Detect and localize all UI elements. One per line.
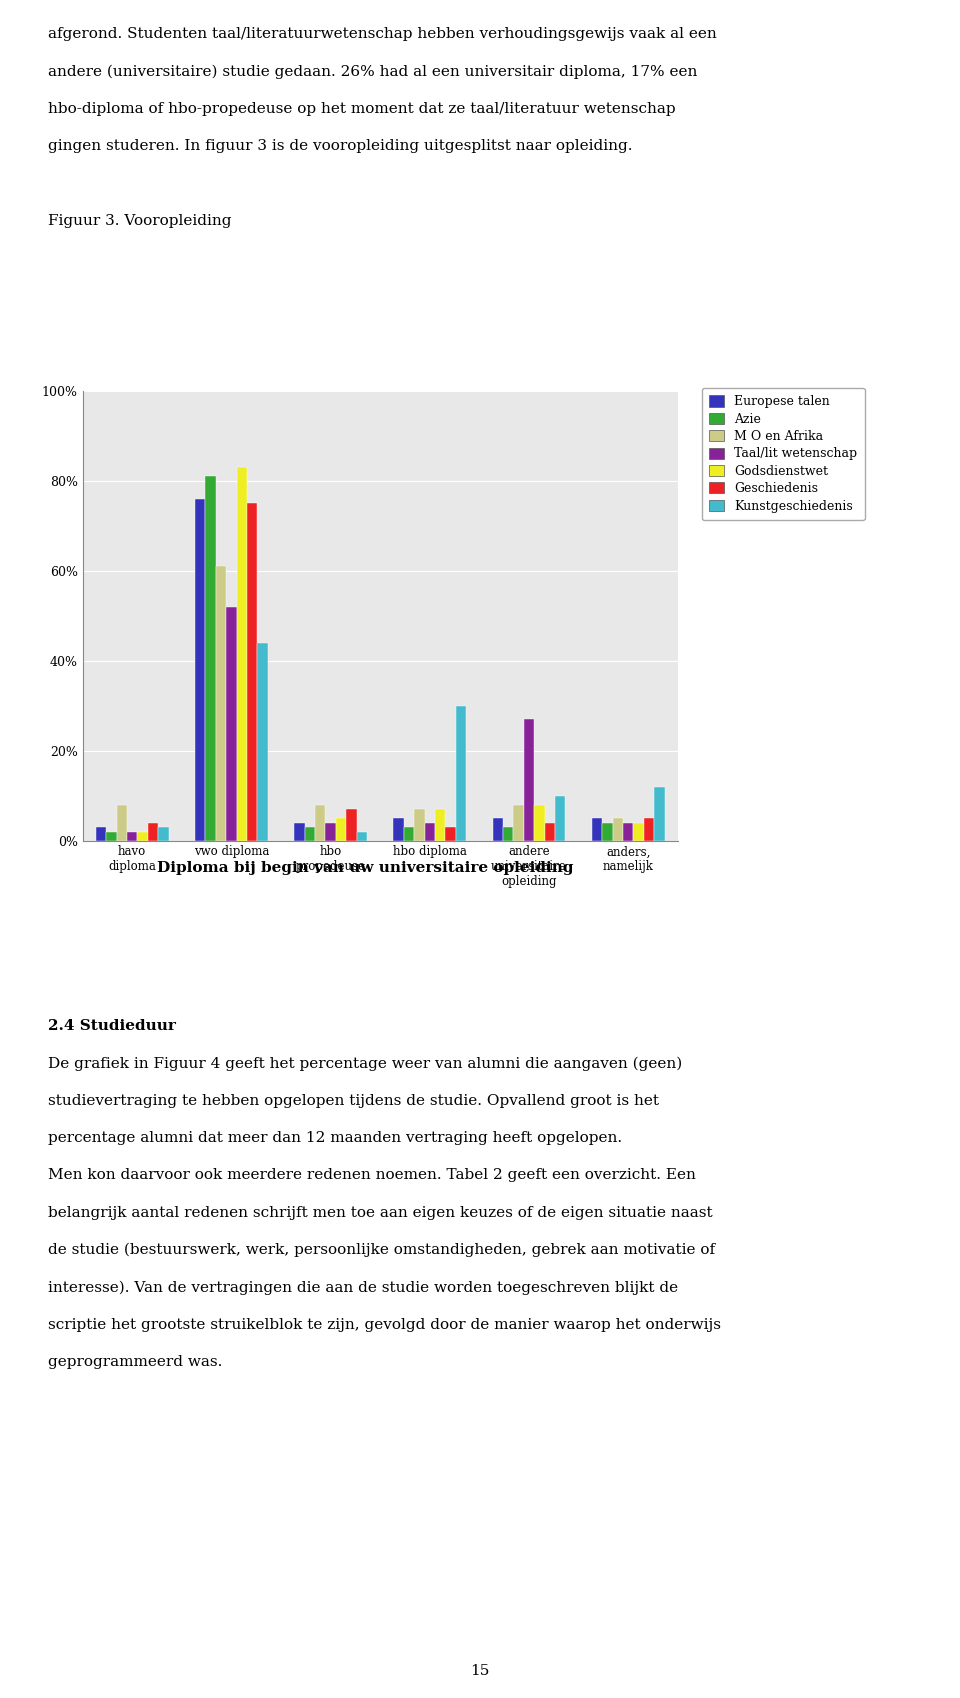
Text: 15: 15 bbox=[470, 1664, 490, 1678]
Bar bbox=[236, 467, 247, 841]
Text: Diploma bij begin van uw universitaire opleiding: Diploma bij begin van uw universitaire o… bbox=[156, 861, 573, 874]
Bar bbox=[534, 805, 544, 841]
Text: Men kon daarvoor ook meerdere redenen noemen. Tabel 2 geeft een overzicht. Een: Men kon daarvoor ook meerdere redenen no… bbox=[48, 1168, 696, 1182]
Bar bbox=[96, 827, 107, 841]
Bar bbox=[325, 822, 336, 841]
Bar bbox=[394, 818, 404, 841]
Text: hbo-diploma of hbo-propedeuse op het moment dat ze taal/literatuur wetenschap: hbo-diploma of hbo-propedeuse op het mom… bbox=[48, 102, 676, 115]
Bar bbox=[404, 827, 414, 841]
Text: De grafiek in Figuur 4 geeft het percentage weer van alumni die aangaven (geen): De grafiek in Figuur 4 geeft het percent… bbox=[48, 1056, 683, 1070]
Text: percentage alumni dat meer dan 12 maanden vertraging heeft opgelopen.: percentage alumni dat meer dan 12 maande… bbox=[48, 1131, 622, 1144]
Bar bbox=[414, 808, 424, 841]
Bar bbox=[591, 818, 602, 841]
Bar bbox=[654, 786, 664, 841]
Bar bbox=[116, 805, 127, 841]
Text: interesse). Van de vertragingen die aan de studie worden toegeschreven blijkt de: interesse). Van de vertragingen die aan … bbox=[48, 1280, 678, 1294]
Bar bbox=[503, 827, 514, 841]
Bar bbox=[347, 808, 356, 841]
Text: 2.4 Studieduur: 2.4 Studieduur bbox=[48, 1019, 176, 1032]
Bar bbox=[107, 832, 116, 841]
Text: de studie (bestuurswerk, werk, persoonlijke omstandigheden, gebrek aan motivatie: de studie (bestuurswerk, werk, persoonli… bbox=[48, 1243, 715, 1257]
Bar bbox=[644, 818, 654, 841]
Bar bbox=[257, 642, 268, 841]
Bar bbox=[456, 706, 467, 841]
Bar bbox=[356, 832, 367, 841]
Text: andere (universitaire) studie gedaan. 26% had al een universitair diploma, 17% e: andere (universitaire) studie gedaan. 26… bbox=[48, 65, 697, 78]
Bar bbox=[544, 822, 555, 841]
Bar bbox=[602, 822, 612, 841]
Bar bbox=[216, 565, 227, 841]
Bar bbox=[247, 503, 257, 841]
Bar bbox=[435, 808, 445, 841]
Bar bbox=[205, 475, 216, 841]
Bar bbox=[304, 827, 315, 841]
Text: belangrijk aantal redenen schrijft men toe aan eigen keuzes of de eigen situatie: belangrijk aantal redenen schrijft men t… bbox=[48, 1206, 712, 1219]
Bar bbox=[315, 805, 325, 841]
Bar bbox=[612, 818, 623, 841]
Bar bbox=[195, 499, 205, 841]
Bar bbox=[623, 822, 634, 841]
Text: afgerond. Studenten taal/literatuurwetenschap hebben verhoudingsgewijs vaak al e: afgerond. Studenten taal/literatuurweten… bbox=[48, 27, 717, 41]
Bar bbox=[524, 718, 534, 841]
Bar bbox=[294, 822, 304, 841]
Text: studievertraging te hebben opgelopen tijdens de studie. Opvallend groot is het: studievertraging te hebben opgelopen tij… bbox=[48, 1094, 659, 1107]
Bar bbox=[492, 818, 503, 841]
Bar bbox=[445, 827, 456, 841]
Bar bbox=[555, 795, 565, 841]
Bar bbox=[158, 827, 169, 841]
Text: Figuur 3. Vooropleiding: Figuur 3. Vooropleiding bbox=[48, 214, 231, 228]
Text: scriptie het grootste struikelblok te zijn, gevolgd door de manier waarop het on: scriptie het grootste struikelblok te zi… bbox=[48, 1318, 721, 1331]
Text: gingen studeren. In figuur 3 is de vooropleiding uitgesplitst naar opleiding.: gingen studeren. In figuur 3 is de vooro… bbox=[48, 139, 633, 153]
Bar bbox=[336, 818, 347, 841]
Bar bbox=[424, 822, 435, 841]
Bar bbox=[137, 832, 148, 841]
Bar bbox=[127, 832, 137, 841]
Bar bbox=[514, 805, 524, 841]
Text: geprogrammeerd was.: geprogrammeerd was. bbox=[48, 1355, 223, 1369]
Bar bbox=[148, 822, 158, 841]
Bar bbox=[634, 822, 644, 841]
Bar bbox=[227, 606, 236, 841]
Legend: Europese talen, Azie, M O en Afrika, Taal/lit wetenschap, Godsdienstwet, Geschie: Europese talen, Azie, M O en Afrika, Taa… bbox=[702, 387, 865, 520]
